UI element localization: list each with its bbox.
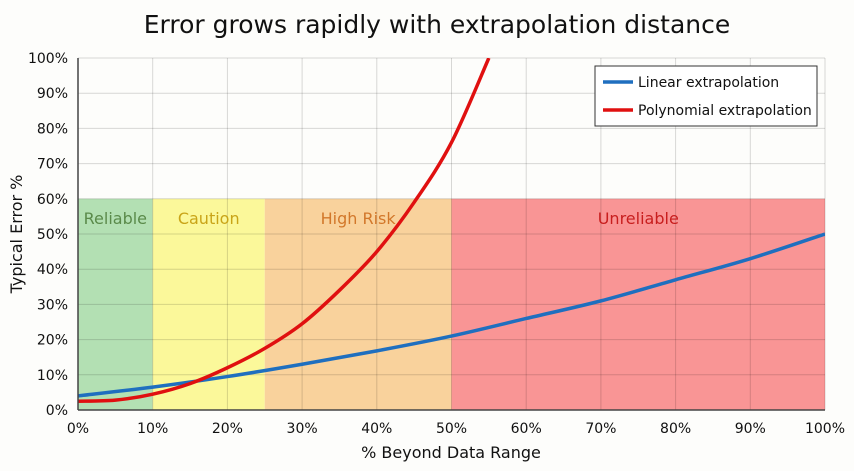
y-tick-label: 60%: [37, 192, 68, 208]
x-tick-label: 90%: [735, 421, 766, 437]
x-tick-label: 10%: [137, 421, 168, 437]
x-tick-label: 80%: [660, 421, 691, 437]
zone-unreliable: [451, 198, 825, 410]
series-line-linear: [78, 232, 825, 398]
y-tick-label: 40%: [37, 262, 68, 278]
series-line-polynomial: [78, 58, 491, 403]
x-tick-label: 100%: [805, 421, 845, 437]
zone-reliable: [78, 198, 153, 410]
y-tick-label: 10%: [37, 368, 68, 384]
x-tick-label: 70%: [585, 421, 616, 437]
zone-label: High Risk: [321, 209, 397, 228]
x-axis-label: % Beyond Data Range: [361, 443, 541, 462]
x-tick-label: 40%: [361, 421, 392, 437]
zone-label: Reliable: [84, 209, 147, 228]
y-tick-label: 0%: [46, 403, 68, 419]
y-tick-label: 70%: [37, 157, 68, 173]
y-tick-label: 50%: [37, 227, 68, 243]
x-tick-label: 50%: [436, 421, 467, 437]
y-tick-label: 90%: [37, 86, 68, 102]
chart-title: Error grows rapidly with extrapolation d…: [144, 10, 731, 39]
y-tick-label: 30%: [37, 297, 68, 313]
y-axis-label: Typical Error %: [7, 175, 26, 295]
y-tick-label: 20%: [37, 333, 68, 349]
y-tick-label: 80%: [37, 121, 68, 137]
legend-entry: Linear extrapolation: [638, 75, 779, 91]
zone-high-risk: [264, 198, 452, 410]
y-tick-label: 100%: [28, 51, 68, 67]
x-tick-label: 30%: [287, 421, 318, 437]
x-tick-label: 60%: [511, 421, 542, 437]
zone-label: Unreliable: [598, 209, 679, 228]
zone-label: Caution: [178, 209, 240, 228]
legend: Linear extrapolation Polynomial extrapola…: [594, 65, 818, 127]
legend-box: [594, 65, 818, 127]
legend-entry: Polynomial extrapolation: [638, 103, 812, 119]
x-tick-label: 0%: [67, 421, 89, 437]
x-tick-label: 20%: [212, 421, 243, 437]
